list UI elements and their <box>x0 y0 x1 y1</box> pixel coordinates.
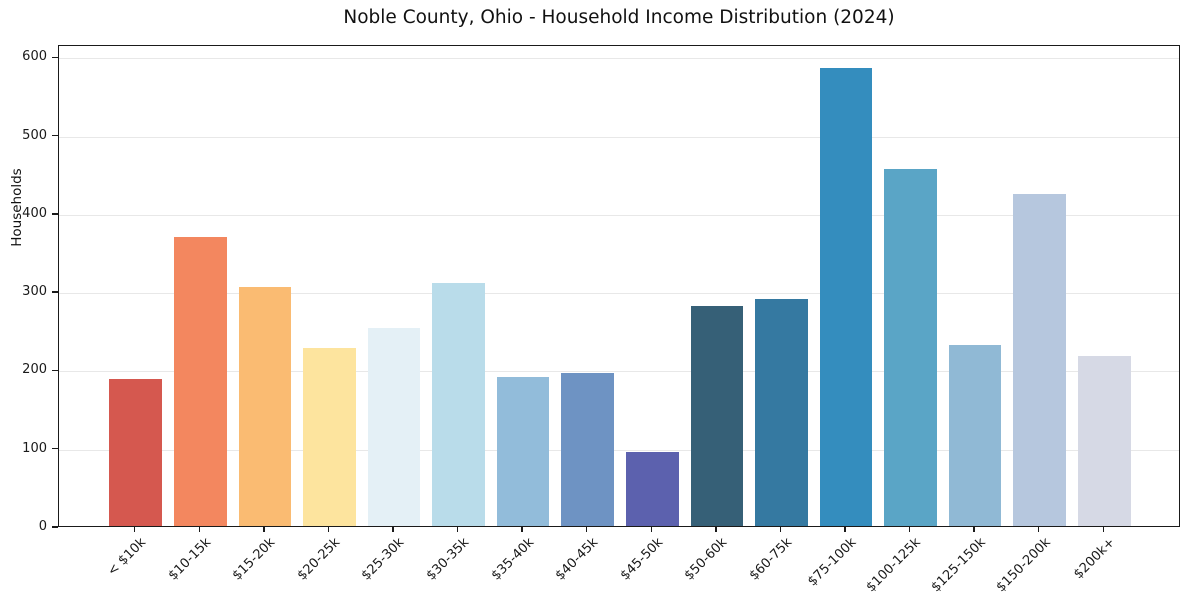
x-tick-label-text: $200k+ <box>1070 535 1118 583</box>
bar-$35-40k <box>496 377 550 526</box>
x-tick-mark <box>844 527 846 532</box>
y-tick-mark <box>52 369 58 372</box>
y-tick-mark <box>52 291 58 293</box>
gridline <box>59 136 1179 138</box>
x-tick-mark <box>973 527 975 532</box>
x-tick-label-text: $25-30k <box>359 535 408 584</box>
bar-< $10k <box>109 378 162 526</box>
x-tick-mark <box>715 527 717 532</box>
bar-$15-20k <box>238 287 292 526</box>
bar-$75-100k <box>819 68 873 526</box>
y-tick-label: 600 <box>22 49 47 65</box>
bar-$60-75k <box>755 298 808 526</box>
y-tick-label: 100 <box>22 440 47 456</box>
bar-$45-50k <box>626 451 679 526</box>
x-tick-mark <box>456 527 459 532</box>
bar-$40-45k <box>561 373 614 526</box>
x-tick-mark <box>908 527 911 532</box>
x-tick-mark <box>585 527 588 532</box>
bar-$50-60k <box>690 306 744 526</box>
x-tick-mark <box>327 527 330 532</box>
x-tick-mark <box>392 527 394 532</box>
y-tick-mark <box>52 134 58 137</box>
x-tick-label-text: $30-35k <box>423 535 473 584</box>
gridline <box>59 58 1179 60</box>
x-tick-label-text: $10-15k <box>165 535 214 584</box>
bar-$20-25k <box>303 347 356 526</box>
x-tick-label-text: $50-60k <box>681 535 731 584</box>
y-tick-mark <box>52 448 58 450</box>
y-tick-mark <box>52 526 58 528</box>
bar-$100-125k <box>884 169 937 526</box>
x-tick-label-text: $35-40k <box>488 535 537 584</box>
x-tick-label-text: $100-125k <box>863 535 925 595</box>
y-tick-label: 300 <box>22 284 47 300</box>
bar-$10-15k <box>174 237 227 526</box>
gridline <box>59 449 1179 451</box>
gridline <box>59 293 1179 295</box>
x-tick-mark <box>134 527 136 532</box>
plot-area <box>58 45 1180 527</box>
x-tick-label-text: $75-100k <box>805 535 860 590</box>
x-tick-mark <box>521 527 523 532</box>
x-tick-mark <box>1037 527 1040 532</box>
y-tick-mark <box>52 213 58 215</box>
x-tick-label-text: $150-200k <box>993 535 1054 595</box>
bar-$30-35k <box>432 283 485 526</box>
bar-$200k+ <box>1078 356 1131 526</box>
y-tick-label: 200 <box>22 362 47 378</box>
y-tick-label: 400 <box>22 205 47 221</box>
bar-$25-30k <box>367 327 421 526</box>
gridline <box>59 371 1179 373</box>
y-tick-label: 0 <box>38 519 47 534</box>
x-tick-label-text: $40-45k <box>552 535 602 584</box>
x-tick-label-text: $60-75k <box>746 535 795 584</box>
x-tick-mark <box>263 527 265 532</box>
y-tick-label: 500 <box>22 127 47 143</box>
bar-$150-200k <box>1013 194 1066 526</box>
bar-$125-150k <box>948 345 1002 526</box>
x-tick-mark <box>779 527 782 532</box>
x-tick-label-text: $20-25k <box>294 535 344 584</box>
x-tick-label-text: $45-50k <box>617 535 666 584</box>
y-tick-mark <box>52 56 58 58</box>
x-tick-label-text: $15-20k <box>229 535 279 584</box>
chart-title: Noble County, Ohio - Household Income Di… <box>343 7 895 28</box>
x-tick-mark <box>650 527 652 532</box>
gridline <box>59 214 1179 216</box>
x-tick-mark <box>1102 527 1104 532</box>
x-tick-label-text: < $10k <box>105 535 150 580</box>
x-tick-label-text: $125-150k <box>928 535 989 595</box>
x-tick-mark <box>198 527 200 532</box>
